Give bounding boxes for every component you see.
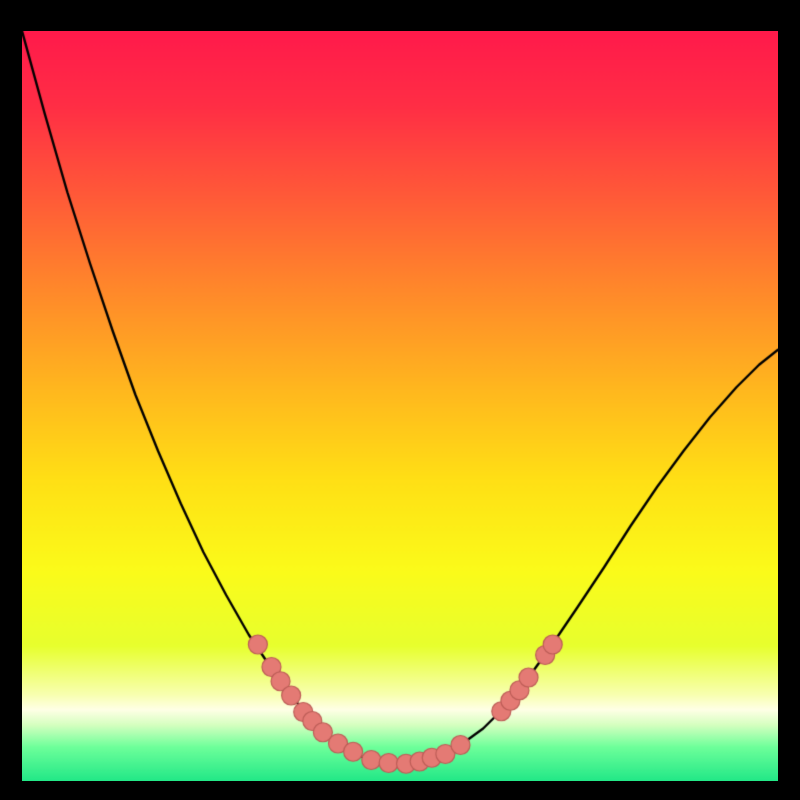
frame-right: [778, 0, 800, 800]
bottleneck-v-curve-chart: [22, 31, 778, 781]
frame-left: [0, 0, 22, 800]
frame-top: [0, 0, 800, 31]
frame-bottom: [0, 781, 800, 800]
